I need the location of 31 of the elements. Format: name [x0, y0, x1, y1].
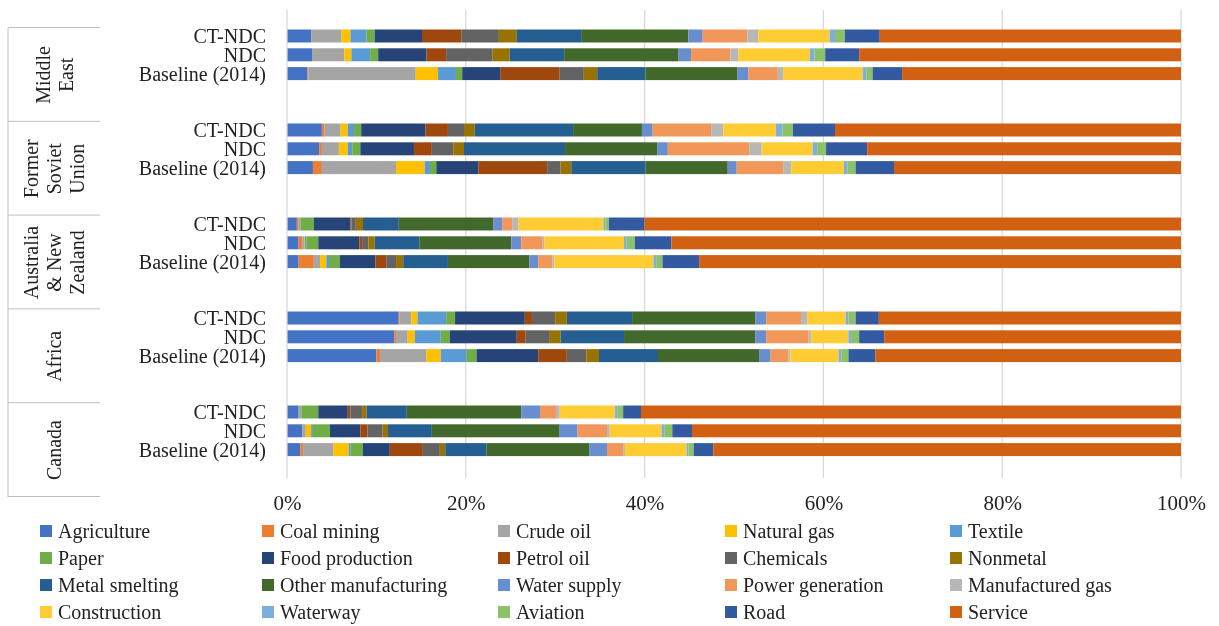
legend-label: Manufactured gas	[968, 574, 1113, 597]
text: Former Soviet Union	[20, 138, 88, 199]
x-tick-label: 100%	[1157, 490, 1206, 515]
legend-label: Paper	[58, 547, 104, 570]
legend-label: Metal smelting	[58, 574, 179, 597]
legend-label: Chemicals	[743, 547, 828, 569]
legend-label: Textile	[968, 520, 1024, 542]
legend-label: Water supply	[516, 574, 622, 597]
legend-label: Power generation	[743, 574, 884, 597]
legend-label: Petrol oil	[516, 547, 591, 569]
x-tick-label: 0%	[273, 490, 302, 515]
legend-label: Road	[743, 601, 786, 623]
x-tick-label: 80%	[983, 490, 1022, 515]
legend-label: Food production	[280, 547, 413, 570]
legend-label: Service	[968, 601, 1029, 623]
x-tick-label: 20%	[447, 490, 486, 515]
legend-label: Waterway	[280, 601, 361, 624]
legend-label: Nonmetal	[968, 547, 1048, 569]
legend-label: Construction	[58, 601, 162, 623]
legend-label: Natural gas	[743, 520, 835, 543]
legend-label: Crude oil	[516, 520, 592, 542]
text: Middle East	[31, 45, 77, 104]
text: Africa	[43, 330, 65, 382]
legend-label: Agriculture	[58, 520, 151, 543]
x-tick-label: 60%	[804, 490, 844, 515]
legend-label: Coal mining	[280, 520, 380, 543]
text: Canada	[43, 420, 65, 481]
legend-label: Other manufacturing	[280, 574, 448, 597]
legend-label: Aviation	[516, 601, 585, 623]
text: Australia & New Zealand	[20, 225, 88, 300]
x-tick-label: 40%	[625, 490, 665, 515]
